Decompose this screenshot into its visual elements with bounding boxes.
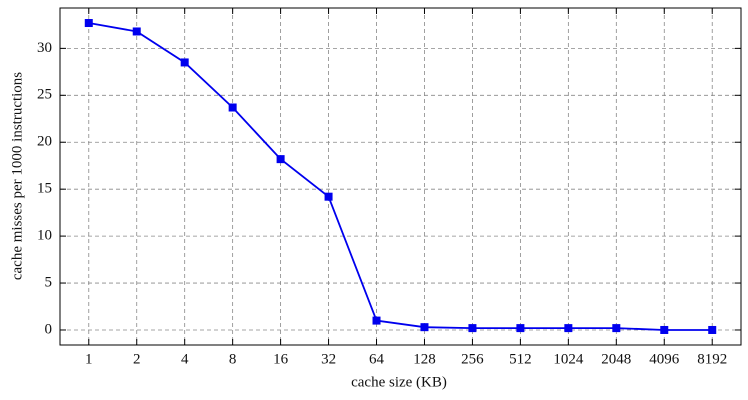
y-tick-label: 25 [37,87,52,103]
data-point [372,316,381,325]
plot-frame [59,7,742,346]
x-tick-label: 4096 [649,351,680,367]
data-point [660,325,669,334]
data-point [708,325,717,334]
y-tick-label: 0 [45,321,53,337]
y-tick-label: 30 [37,40,52,56]
y-tick-label: 15 [37,181,52,197]
data-point [420,323,429,332]
data-point [276,155,285,164]
x-tick-label: 2048 [601,351,631,367]
x-tick-label: 256 [461,351,484,367]
x-tick-label: 2 [133,351,141,367]
y-tick-label: 10 [37,228,52,244]
data-point [324,192,333,201]
x-tick-label: 32 [321,351,336,367]
data-point [84,19,93,28]
data-point [468,324,477,333]
x-tick-label: 1 [85,351,93,367]
x-tick-label: 1024 [553,351,584,367]
data-point [228,103,237,112]
data-point [516,324,525,333]
data-point [132,27,141,36]
x-axis-label: cache size (KB) [351,374,447,390]
y-axis-label: cache misses per 1000 instructions [9,72,25,280]
data-point [564,324,573,333]
x-tick-label: 128 [413,351,436,367]
y-tick-label: 20 [37,134,52,150]
y-tick-label: 5 [45,274,53,290]
x-tick-label: 512 [509,351,532,367]
x-tick-label: 8192 [697,351,727,367]
x-tick-label: 8 [229,351,237,367]
data-point [180,58,189,67]
data-point [612,324,621,333]
data-line [88,22,713,331]
x-tick-label: 4 [181,351,189,367]
x-tick-label: 16 [273,351,289,367]
x-tick-label: 64 [369,351,385,367]
